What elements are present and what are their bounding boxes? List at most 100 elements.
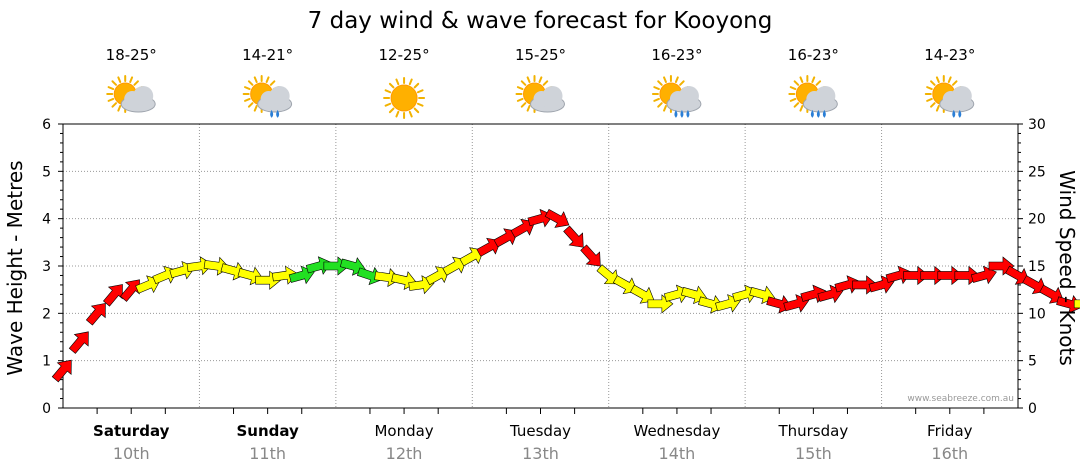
sun-ray [129, 76, 134, 83]
wind-arrow [544, 208, 570, 228]
temp-range-label: 12-25° [379, 46, 430, 64]
temp-range-label: 18-25° [106, 46, 157, 64]
watermark: www.seabreeze.com.au [907, 394, 1014, 404]
sun-ray [930, 80, 936, 86]
y-tick-label-left: 0 [42, 401, 51, 417]
cloud-part [269, 86, 290, 106]
wind-arrow [1073, 299, 1080, 309]
y-tick-label-left: 5 [42, 164, 51, 180]
temp-range-label: 16-23° [788, 46, 839, 64]
sun-ray [926, 86, 933, 91]
day-name-label: Saturday [93, 422, 170, 440]
day-date-label: 11th [249, 444, 286, 463]
rain-drop [276, 109, 280, 118]
y-tick-label-right: 10 [1028, 306, 1046, 322]
day-name-label: Friday [927, 422, 973, 440]
sun-ray [811, 76, 816, 83]
sun-ray [935, 76, 940, 83]
temp-range-label: 14-23° [924, 46, 975, 64]
sun-ray [107, 97, 115, 102]
rain-drop [810, 109, 814, 118]
temp-range-label: 14-21° [242, 46, 293, 64]
showers-icon [924, 75, 975, 118]
rain-drop [816, 109, 820, 118]
day-date-label: 13th [522, 444, 559, 463]
wind-arrow [51, 359, 72, 383]
sun-ray [799, 76, 804, 83]
sun-ray [384, 89, 392, 94]
sun-ray [244, 86, 251, 91]
sun-ray [516, 97, 524, 102]
sun-ray [269, 80, 276, 86]
sun-ray [395, 78, 400, 86]
sun-ray [253, 76, 258, 83]
partly-cloudy-icon [106, 75, 156, 113]
sun-ray [793, 102, 800, 108]
wind-arrow [425, 266, 450, 286]
cloud-part [542, 86, 563, 106]
y-axis-label-left: Wave Height - Metres [3, 160, 27, 375]
sun-ray [117, 105, 122, 112]
wind-arrow [629, 284, 655, 304]
wind-arrows [51, 208, 1080, 383]
wind-arrow [970, 265, 997, 285]
sun-ray [416, 102, 424, 107]
sun-ray [408, 78, 413, 86]
sun-ray [526, 76, 531, 83]
day-name-label: Thursday [777, 422, 848, 440]
sun-ray [384, 102, 392, 107]
rain-drop [270, 109, 274, 118]
wind-arrow [1022, 275, 1047, 295]
sun-ray [520, 102, 527, 108]
partly-cloudy-icon [515, 75, 565, 113]
sun-ray [799, 105, 804, 112]
wind-arrow [510, 218, 536, 238]
sun-ray [815, 80, 822, 86]
sun-ray [247, 102, 254, 108]
wind-arrow [596, 264, 620, 285]
day-name-label: Tuesday [509, 422, 571, 440]
y-tick-label-right: 20 [1028, 212, 1046, 228]
day-name-label: Monday [374, 422, 433, 440]
sun-ray [663, 105, 667, 112]
wind-arrow [563, 225, 584, 248]
sun-ray [395, 110, 400, 118]
sun-ray [789, 86, 797, 91]
wind-arrow [1039, 284, 1064, 304]
showers-icon [242, 75, 293, 118]
right-axis: 0 5 10 15 20 25 30 [1018, 117, 1046, 417]
sun-ray [679, 80, 685, 86]
sun-ray [926, 97, 933, 102]
sun-ray [657, 80, 663, 86]
sunny-icon [383, 77, 426, 119]
sun-ray [542, 80, 549, 86]
sun-ray [653, 97, 660, 102]
y-tick-label-right: 0 [1028, 401, 1037, 417]
sun-ray [935, 105, 940, 112]
day-name-label: Wednesday [634, 422, 721, 440]
sun-ray [111, 102, 118, 108]
y-tick-label-left: 2 [42, 306, 51, 322]
sun-ray [388, 107, 395, 114]
sun-ray [520, 80, 527, 86]
sun-ray [107, 86, 115, 91]
left-axis: 0 1 2 3 4 5 6 [42, 117, 63, 417]
wind-arrow [612, 275, 638, 295]
day-date-label: 12th [386, 444, 423, 463]
sun-ray [657, 102, 663, 108]
sun-ray [674, 76, 679, 83]
rain-drop [952, 109, 956, 118]
day-date-label: 16th [931, 444, 968, 463]
sun-ray [416, 89, 424, 94]
wind-arrow [903, 265, 930, 286]
rain-drop [822, 109, 826, 118]
sun-ray [653, 86, 660, 91]
y-tick-label-left: 4 [42, 212, 51, 228]
sun-ray [947, 76, 952, 83]
y-tick-label-right: 30 [1028, 117, 1046, 133]
rain-drop [680, 109, 684, 118]
temp-range-label: 16-23° [651, 46, 702, 64]
y-tick-label-left: 6 [42, 117, 51, 133]
day-date-label: 15th [795, 444, 832, 463]
